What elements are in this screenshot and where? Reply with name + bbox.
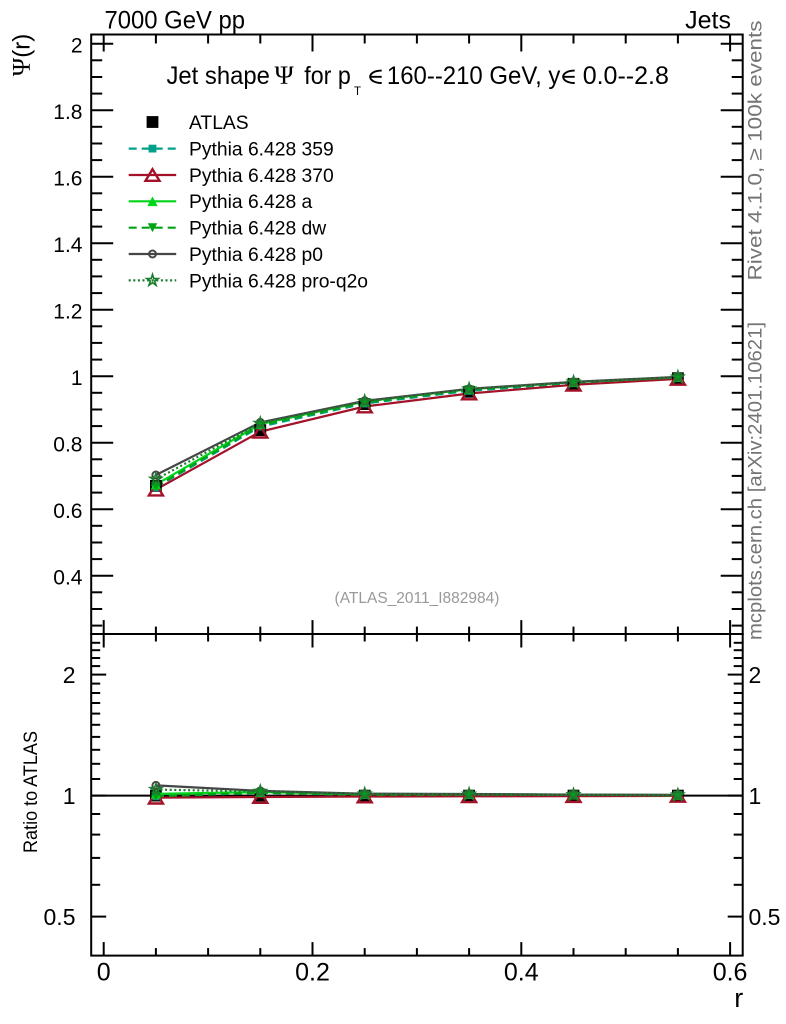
svg-text:0.6: 0.6 (53, 500, 82, 523)
svg-text:Rivet 4.1.0, ≥ 100k events: Rivet 4.1.0, ≥ 100k events (745, 20, 767, 280)
svg-text:Pythia 6.428 pro-q2o: Pythia 6.428 pro-q2o (189, 271, 368, 292)
svg-text:2: 2 (71, 35, 83, 58)
svg-text:2: 2 (749, 662, 762, 688)
svg-text:1.4: 1.4 (53, 234, 83, 257)
svg-text:0.4: 0.4 (504, 958, 539, 986)
svg-text:ATLAS: ATLAS (189, 113, 249, 134)
svg-text:2: 2 (63, 662, 76, 688)
svg-text:7000 GeV pp: 7000 GeV pp (105, 7, 246, 35)
svg-text:0.5: 0.5 (44, 904, 76, 930)
svg-text:Ψ: Ψ (275, 61, 295, 90)
svg-text:1: 1 (749, 783, 762, 809)
svg-text:Jet shape: Jet shape (167, 62, 270, 90)
svg-text:r: r (734, 983, 743, 1013)
svg-text:0.5: 0.5 (749, 904, 781, 930)
svg-text:0.6: 0.6 (713, 958, 748, 986)
svg-text:(ATLAS_2011_I882984): (ATLAS_2011_I882984) (335, 590, 500, 607)
svg-text:0: 0 (97, 958, 111, 986)
svg-text:Pythia 6.428 370: Pythia 6.428 370 (189, 166, 334, 187)
svg-text:1: 1 (71, 367, 83, 390)
svg-text:Ψ(r): Ψ(r) (9, 34, 36, 76)
svg-text:1.6: 1.6 (53, 168, 82, 191)
svg-text:T: T (354, 86, 361, 98)
svg-text:Jets: Jets (685, 7, 731, 35)
svg-text:160--210 GeV, y: 160--210 GeV, y (387, 62, 561, 90)
svg-text:Pythia 6.428 359: Pythia 6.428 359 (189, 140, 334, 161)
svg-text:Pythia 6.428 a: Pythia 6.428 a (189, 192, 313, 213)
svg-text:0.0--2.8: 0.0--2.8 (583, 62, 669, 90)
svg-text:Pythia 6.428 dw: Pythia 6.428 dw (189, 219, 326, 240)
svg-text:0.8: 0.8 (53, 434, 82, 457)
svg-text:0.4: 0.4 (53, 567, 83, 590)
svg-text:Pythia 6.428 p0: Pythia 6.428 p0 (189, 245, 323, 266)
svg-text:mcplots.cern.ch [arXiv:2401.10: mcplots.cern.ch [arXiv:2401.10621] (745, 322, 767, 640)
svg-text:for p: for p (304, 62, 351, 90)
svg-text:1.2: 1.2 (53, 301, 82, 324)
svg-text:1.8: 1.8 (53, 101, 82, 124)
svg-text:1: 1 (63, 783, 76, 809)
svg-text:0.2: 0.2 (295, 958, 330, 986)
svg-text:Ratio to ATLAS: Ratio to ATLAS (21, 731, 42, 853)
